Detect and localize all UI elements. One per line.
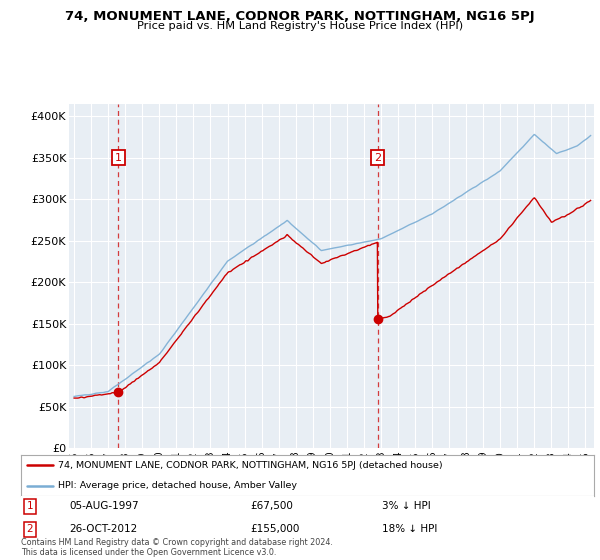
Text: 2: 2 — [27, 524, 34, 534]
Text: 1: 1 — [115, 152, 122, 162]
Text: 3% ↓ HPI: 3% ↓ HPI — [382, 501, 431, 511]
Text: £67,500: £67,500 — [250, 501, 293, 511]
Text: 74, MONUMENT LANE, CODNOR PARK, NOTTINGHAM, NG16 5PJ (detached house): 74, MONUMENT LANE, CODNOR PARK, NOTTINGH… — [58, 461, 443, 470]
Text: 26-OCT-2012: 26-OCT-2012 — [70, 524, 138, 534]
Text: Contains HM Land Registry data © Crown copyright and database right 2024.
This d: Contains HM Land Registry data © Crown c… — [21, 538, 333, 557]
Text: Price paid vs. HM Land Registry's House Price Index (HPI): Price paid vs. HM Land Registry's House … — [137, 21, 463, 31]
Text: 05-AUG-1997: 05-AUG-1997 — [70, 501, 139, 511]
Text: £155,000: £155,000 — [250, 524, 299, 534]
Text: 74, MONUMENT LANE, CODNOR PARK, NOTTINGHAM, NG16 5PJ: 74, MONUMENT LANE, CODNOR PARK, NOTTINGH… — [65, 10, 535, 23]
Text: 18% ↓ HPI: 18% ↓ HPI — [382, 524, 437, 534]
Text: 2: 2 — [374, 152, 381, 162]
Text: HPI: Average price, detached house, Amber Valley: HPI: Average price, detached house, Ambe… — [58, 481, 297, 490]
Text: 1: 1 — [27, 501, 34, 511]
